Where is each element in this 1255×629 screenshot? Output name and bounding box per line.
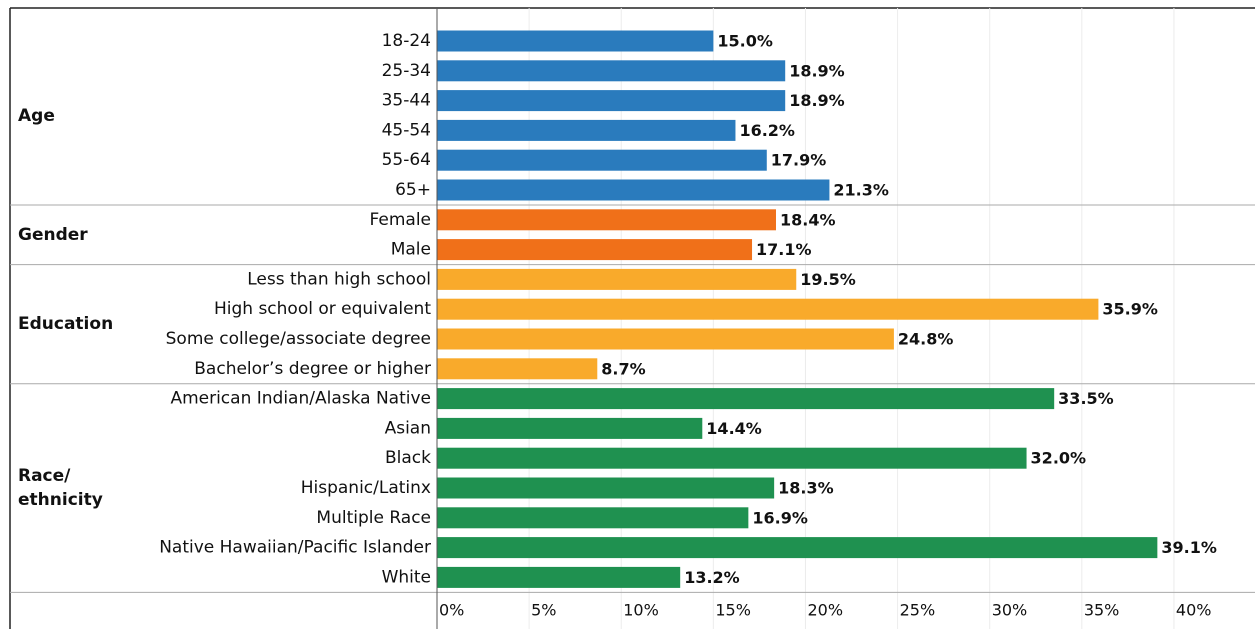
x-tick-label: 40%	[1176, 601, 1212, 620]
value-label: 19.5%	[800, 270, 856, 289]
bar	[437, 30, 714, 52]
value-label: 18.3%	[778, 479, 834, 498]
bar	[437, 60, 786, 82]
category-label: 25-34	[382, 61, 431, 81]
bar	[437, 566, 681, 588]
category-label: White	[382, 567, 431, 587]
bar	[437, 149, 767, 171]
group-label: Gender	[18, 224, 88, 245]
bar	[437, 477, 775, 499]
bar	[437, 417, 703, 439]
category-label: Black	[385, 448, 431, 468]
category-label: 18-24	[382, 31, 431, 51]
category-label: Asian	[385, 418, 431, 438]
category-label: Male	[391, 240, 431, 260]
bar	[437, 239, 753, 261]
bar	[437, 507, 749, 529]
bar	[437, 268, 797, 290]
value-label: 16.9%	[752, 508, 808, 527]
category-label: High school or equivalent	[214, 299, 431, 319]
category-label: 65+	[395, 180, 431, 200]
x-tick-label: 30%	[992, 601, 1028, 620]
bar	[437, 447, 1027, 469]
value-label: 8.7%	[601, 359, 645, 378]
value-label: 39.1%	[1161, 538, 1217, 557]
bar	[437, 328, 894, 350]
value-label: 32.0%	[1031, 449, 1087, 468]
x-tick-label: 15%	[715, 601, 751, 620]
value-label: 15.0%	[717, 32, 773, 51]
category-label: 45-54	[382, 120, 431, 140]
category-label: Bachelor’s degree or higher	[194, 359, 431, 379]
category-label: 55-64	[382, 150, 431, 170]
category-label: Native Hawaiian/Pacific Islander	[159, 538, 431, 558]
x-tick-label: 25%	[900, 601, 936, 620]
value-label: 17.1%	[756, 240, 812, 259]
group-label: Education	[18, 314, 114, 335]
value-label: 24.8%	[898, 330, 954, 349]
bar	[437, 119, 736, 141]
value-label: 33.5%	[1058, 389, 1114, 408]
x-tick-label: 20%	[807, 601, 843, 620]
bar	[437, 298, 1099, 320]
bar	[437, 90, 786, 112]
category-label: Less than high school	[247, 269, 431, 289]
value-label: 16.2%	[739, 121, 795, 140]
value-label: 35.9%	[1102, 300, 1158, 319]
value-label: 18.9%	[789, 61, 845, 80]
category-label: American Indian/Alaska Native	[170, 389, 431, 409]
value-label: 14.4%	[706, 419, 762, 438]
category-label: Multiple Race	[316, 508, 431, 528]
bar	[437, 358, 598, 380]
value-label: 21.3%	[833, 181, 889, 200]
group-label: Race/ ethnicity	[18, 466, 103, 510]
bar	[437, 537, 1158, 559]
category-label: 35-44	[382, 91, 431, 111]
category-label: Some college/associate degree	[166, 329, 431, 349]
x-tick-label: 35%	[1084, 601, 1120, 620]
value-label: 18.9%	[789, 91, 845, 110]
value-label: 18.4%	[780, 210, 836, 229]
x-tick-label: 5%	[531, 601, 556, 620]
bar	[437, 179, 830, 201]
x-tick-label: 10%	[623, 601, 659, 620]
group-label: Age	[18, 105, 55, 126]
bar	[437, 388, 1055, 410]
category-label: Hispanic/Latinx	[301, 478, 431, 498]
bar	[437, 209, 776, 231]
x-tick-label: 0%	[439, 601, 464, 620]
category-label: Female	[370, 210, 431, 230]
value-label: 13.2%	[684, 568, 740, 587]
value-label: 17.9%	[771, 151, 827, 170]
